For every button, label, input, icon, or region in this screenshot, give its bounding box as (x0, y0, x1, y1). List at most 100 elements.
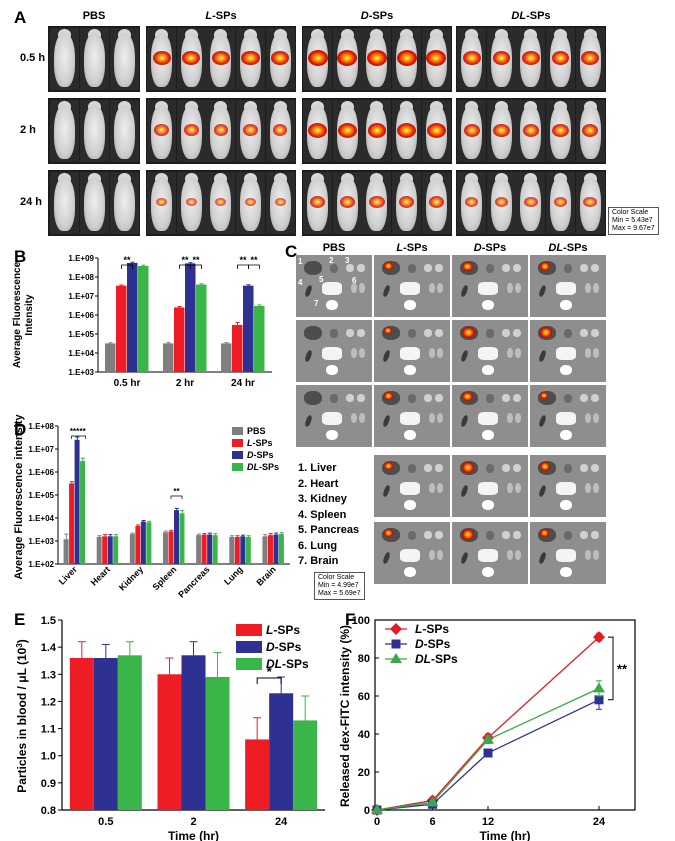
plot-frame (374, 619, 636, 811)
organ-image-4-1 (374, 522, 450, 584)
organ-signal (384, 462, 394, 470)
mouse-frame (176, 100, 206, 162)
y-axis-label-line1: Average Fluorescence (12, 261, 23, 368)
mouse-frame (79, 100, 109, 162)
organ-kidney (357, 394, 365, 402)
mouse-frame (147, 28, 177, 90)
y-axis-label-end: ) (15, 639, 29, 643)
bar-PBS-0 (63, 539, 69, 564)
organ-lung (515, 550, 521, 560)
fluorescence-signal (337, 50, 358, 66)
mouse-frame (109, 100, 139, 162)
mouse-body (83, 105, 105, 159)
mouse-image-3-1 (456, 98, 606, 164)
fluorescence-signal (152, 50, 171, 66)
organ-lung (593, 483, 599, 493)
organ-lung (359, 413, 365, 423)
y-tick-label: 1.E+02 (28, 560, 54, 569)
organ-image-1-2 (452, 320, 528, 382)
bar-DL-2 (293, 720, 318, 810)
organ-pancreas (478, 412, 498, 425)
fluorescence-signal (522, 123, 540, 137)
mouse-image-0-2 (48, 170, 140, 236)
organ-pancreas (478, 282, 498, 295)
organ-signal (462, 262, 473, 272)
mouse-frame (516, 172, 546, 234)
significance-bracket (170, 495, 183, 499)
organ-signal (384, 529, 394, 537)
legend-label-F_L-prefix: L (415, 622, 422, 636)
mouse-image-2-0 (302, 26, 452, 92)
mouse-frame (516, 28, 546, 90)
legend-marker-F_DL (390, 653, 402, 663)
organ-brain (404, 567, 416, 577)
panel-e-chart: 0.8 0.9 1.0 1.1 1.2 1.3 1.4 1.5 0.5 2 24 Time (hr) P… (15, 615, 325, 841)
organ-spleen (538, 414, 547, 428)
organ-brain (482, 300, 494, 310)
y-axis-label-line2: Intensity (24, 294, 35, 336)
organ-image-3-3 (530, 455, 606, 517)
significance-bracket (256, 677, 282, 684)
organ-lung (507, 413, 513, 423)
mouse-frame (575, 172, 605, 234)
significance-mark: ** (123, 255, 131, 265)
legend-swatch-L (236, 624, 262, 636)
fluorescence-signal (154, 124, 170, 136)
marker-F_DL-3 (593, 682, 605, 693)
organ-brain (560, 300, 572, 310)
organ-lung (585, 348, 591, 358)
fluorescence-signal (241, 50, 260, 66)
organ-spleen (460, 484, 469, 498)
x-tick-label: Lung (222, 564, 245, 587)
x-axis-label: Time (hr) (479, 829, 530, 841)
y-tick-label: 1.E+06 (68, 311, 94, 320)
x-tick-label: Liver (57, 564, 80, 587)
organ-kidney (435, 394, 443, 402)
mouse-frame (546, 28, 576, 90)
x-tick-label: 2 (190, 816, 196, 828)
organ-spleen (382, 284, 391, 298)
panel-b-chart: 1.E+03 1.E+04 1.E+05 1.E+06 1.E+07 1.E+08 1.E+… (12, 254, 272, 389)
organ-lung (515, 348, 521, 358)
mouse-frame (421, 172, 451, 234)
legend-label-DL: DL-SPs (247, 462, 279, 472)
mouse-image-1-0 (146, 26, 296, 92)
bar-D-5 (240, 536, 246, 564)
fluorescence-signal (428, 196, 444, 208)
organ-legend-item-4: 5. Pancreas (298, 524, 360, 536)
fluorescence-signal (583, 196, 597, 208)
organ-number-4: 4 (298, 278, 303, 287)
mouse-frame (362, 172, 392, 234)
organ-heart (564, 394, 572, 403)
organ-heart (486, 531, 494, 540)
mouse-frame (236, 172, 266, 234)
mouse-frame (332, 172, 362, 234)
organ-spleen (304, 349, 313, 363)
group-prefix: D (360, 10, 369, 22)
organ-brain (560, 430, 572, 440)
fluorescence-signal (522, 51, 540, 65)
bar-D-1 (185, 263, 196, 372)
significance-mark: ** (181, 255, 189, 265)
y-tick-label: 0 (364, 805, 370, 817)
mouse-frame (546, 172, 576, 234)
organ-image-0-3 (530, 255, 606, 317)
legend-swatch-DL (232, 463, 243, 471)
significance-mark: * (267, 664, 273, 679)
organ-lung (585, 413, 591, 423)
organ-image-2-0 (296, 385, 372, 447)
organ-image-2-1 (374, 385, 450, 447)
panel-f-chart: 0 20 40 60 80 100 0 6 12 24 Time (hr) Released dex-… (338, 615, 636, 841)
fluorescence-signal (553, 196, 568, 208)
mouse-image-3-0 (456, 26, 606, 92)
mouse-frame (109, 172, 139, 234)
y-tick-label: 1.E+04 (68, 349, 94, 358)
organ-pancreas (478, 549, 498, 562)
mouse-frame (457, 172, 487, 234)
organ-brain (404, 365, 416, 375)
organ-kidney (502, 464, 510, 472)
fluorescence-signal (211, 50, 231, 66)
organ-lung (507, 348, 513, 358)
organ-kidney (591, 264, 599, 272)
